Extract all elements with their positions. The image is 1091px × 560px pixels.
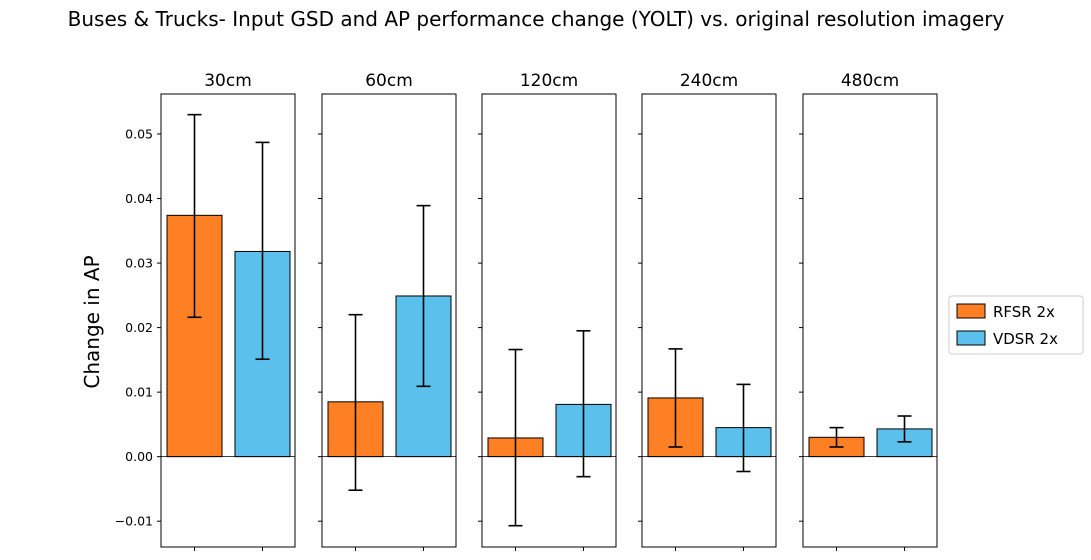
y-axis-label: Change in AP bbox=[80, 255, 104, 388]
error-bar-60cm-vdsr bbox=[416, 204, 431, 388]
panel-60cm: 60cm bbox=[318, 71, 457, 551]
legend-label-rfsr: RFSR 2x bbox=[993, 303, 1055, 321]
chart-panels: 30cm −0.01 0.00 0.01 0.02 0.03 0.04 0.05 60cm 120… bbox=[115, 71, 938, 551]
panel-30cm: 30cm −0.01 0.00 0.01 0.02 0.03 0.04 0.05 bbox=[115, 71, 296, 551]
error-bar-240cm-vdsr bbox=[736, 383, 751, 473]
panel-480cm: 480cm bbox=[799, 71, 938, 551]
panel-frame-240cm bbox=[641, 93, 777, 548]
legend: RFSR 2x VDSR 2x bbox=[948, 295, 1084, 355]
panel-120cm: 120cm bbox=[478, 71, 617, 551]
ytick-label-4: 0.03 bbox=[125, 256, 153, 271]
ytick-label-2: 0.01 bbox=[125, 385, 153, 400]
error-bar-120cm-vdsr bbox=[576, 330, 591, 478]
error-bar-60cm-rfsr bbox=[348, 313, 363, 492]
error-bar-120cm-rfsr bbox=[508, 348, 523, 527]
error-bar-240cm-rfsr bbox=[668, 348, 683, 448]
error-bar-30cm-rfsr bbox=[187, 113, 202, 319]
panel-title-240cm: 240cm bbox=[680, 71, 738, 91]
panel-frame-120cm bbox=[481, 93, 617, 548]
error-bar-480cm-vdsr bbox=[897, 415, 912, 443]
error-bar-30cm-vdsr bbox=[255, 141, 270, 361]
panel-title-480cm: 480cm bbox=[841, 71, 899, 91]
legend-swatch-vdsr bbox=[956, 330, 986, 346]
ytick-label-6: 0.05 bbox=[125, 127, 153, 142]
ytick-label-5: 0.04 bbox=[125, 191, 153, 206]
chart-title: Buses & Trucks- Input GSD and AP perform… bbox=[68, 7, 1005, 31]
ytick-label-1: 0.00 bbox=[125, 449, 153, 464]
panel-frame-480cm bbox=[802, 93, 938, 548]
panel-frame-60cm bbox=[321, 93, 457, 548]
panel-240cm: 240cm bbox=[638, 71, 777, 551]
panel-title-120cm: 120cm bbox=[520, 71, 578, 91]
ytick-label-3: 0.02 bbox=[125, 320, 153, 335]
legend-swatch-rfsr bbox=[956, 303, 986, 319]
legend-label-vdsr: VDSR 2x bbox=[993, 330, 1058, 348]
panel-title-60cm: 60cm bbox=[365, 71, 413, 91]
panel-frame-30cm bbox=[160, 93, 296, 548]
ytick-label-0: −0.01 bbox=[115, 514, 153, 529]
panel-title-30cm: 30cm bbox=[204, 71, 252, 91]
error-bar-480cm-rfsr bbox=[829, 426, 844, 448]
